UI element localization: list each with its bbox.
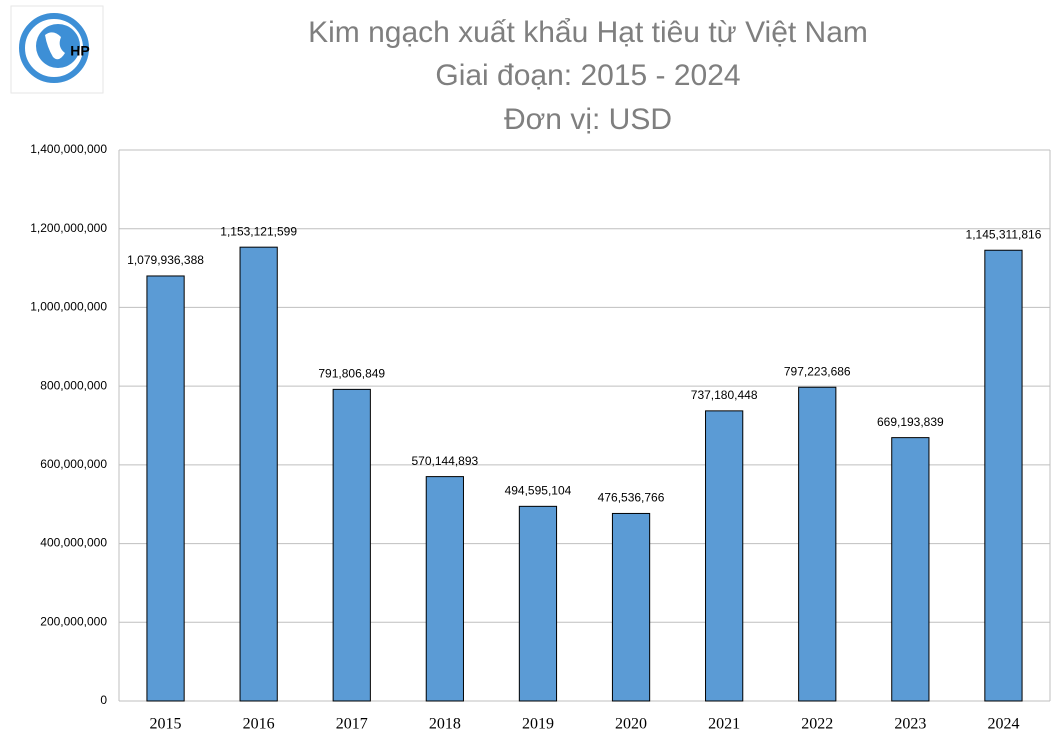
value-label: 1,145,311,816 (966, 227, 1042, 241)
x-tick-label: 2018 (429, 716, 461, 733)
y-tick-label: 800,000,000 (40, 378, 107, 392)
bar (984, 249, 1023, 702)
x-tick-label: 2021 (708, 716, 740, 733)
y-tick-label: 200,000,000 (40, 614, 107, 628)
bar (611, 512, 651, 702)
y-tick-label: 1,400,000,000 (30, 142, 107, 156)
x-tick-label: 2017 (336, 716, 368, 733)
value-label: 1,153,121,599 (220, 224, 297, 238)
value-label: 476,536,766 (598, 491, 665, 505)
bar (239, 246, 278, 702)
x-tick-label: 2020 (615, 716, 647, 733)
y-tick-label: 600,000,000 (40, 457, 107, 471)
bar (332, 388, 371, 702)
value-label: 791,806,849 (318, 367, 385, 381)
y-tick-label: 1,200,000,000 (30, 221, 107, 235)
x-tick-label: 2024 (987, 716, 1019, 733)
y-tick-label: 0 (100, 693, 107, 707)
x-tick-label: 2023 (894, 716, 926, 733)
value-label: 1,079,936,388 (127, 253, 204, 267)
bar (798, 386, 837, 702)
bar (518, 505, 558, 702)
x-tick-label: 2015 (150, 716, 182, 733)
logo-text: HP (70, 43, 89, 59)
bar (425, 476, 464, 702)
bar (705, 410, 744, 702)
value-label: 797,223,686 (784, 364, 851, 378)
x-tick-label: 2016 (243, 716, 275, 733)
logo: HP (10, 5, 104, 94)
value-label: 737,180,448 (691, 388, 758, 402)
value-label: 570,144,893 (411, 454, 478, 468)
y-tick-label: 1,000,000,000 (30, 300, 107, 314)
chart-title: Kim ngạch xuất khẩu Hạt tiêu từ Việt Nam (308, 16, 868, 49)
chart-unit: Đơn vị: USD (504, 103, 672, 136)
y-tick-label: 400,000,000 (40, 536, 107, 550)
value-label: 494,595,104 (505, 484, 572, 498)
value-label: 669,193,839 (877, 415, 944, 429)
x-tick-label: 2019 (522, 716, 554, 733)
bar (146, 275, 185, 702)
bar (891, 437, 930, 702)
chart-subtitle: Giai đoạn: 2015 - 2024 (435, 59, 740, 92)
x-tick-label: 2022 (801, 716, 833, 733)
